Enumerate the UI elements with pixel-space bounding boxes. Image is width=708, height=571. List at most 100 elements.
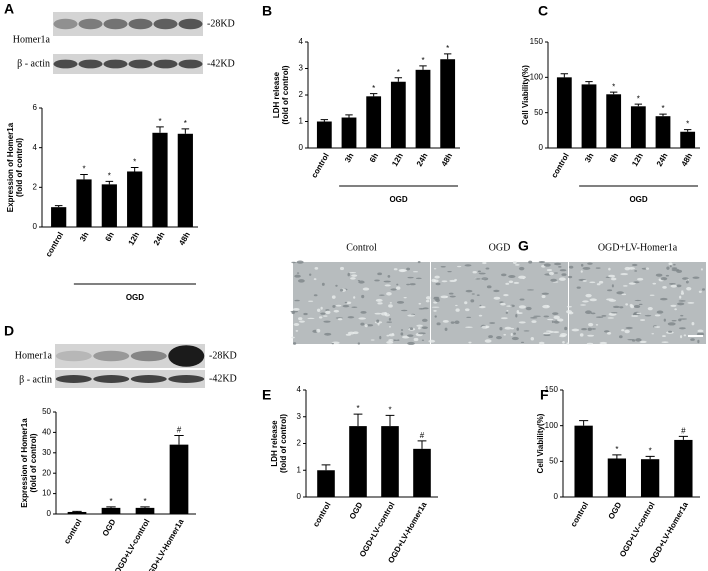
cell <box>386 341 394 344</box>
bar <box>127 171 143 227</box>
x-tick-label: 12h <box>630 151 645 168</box>
cell <box>637 277 644 281</box>
cell <box>407 276 414 279</box>
cell <box>347 331 355 335</box>
cell <box>297 279 305 283</box>
cell <box>292 308 300 311</box>
micrograph-panel <box>569 262 706 344</box>
cell <box>611 284 614 288</box>
x-tick-label: 6h <box>368 151 381 164</box>
cell <box>685 280 689 284</box>
blot-band <box>103 59 128 69</box>
cell <box>581 328 588 331</box>
cell <box>627 338 635 341</box>
cell <box>607 317 615 319</box>
cell <box>668 262 673 266</box>
cell <box>378 294 385 296</box>
cell <box>444 327 448 331</box>
cell <box>649 294 655 296</box>
cell <box>686 286 692 291</box>
cell <box>450 321 455 324</box>
cell <box>388 339 394 342</box>
cell <box>335 284 338 287</box>
x-tick-label: OGD+LV-control <box>618 501 657 559</box>
cell <box>478 314 483 317</box>
cell <box>478 272 486 275</box>
cell <box>342 304 350 308</box>
blot-band <box>168 375 205 383</box>
cell <box>510 327 514 330</box>
y-tick-label: 150 <box>545 385 559 394</box>
cell <box>377 272 383 276</box>
cell <box>465 326 473 329</box>
cell <box>331 342 334 345</box>
cell <box>358 317 366 320</box>
cell <box>552 331 560 334</box>
significance: # <box>420 431 425 440</box>
y-axis-label: (fold of control) <box>29 433 38 492</box>
cell <box>308 300 314 302</box>
cell <box>402 335 410 339</box>
cell <box>511 336 519 341</box>
cell <box>503 333 507 336</box>
cell <box>323 320 331 323</box>
cell <box>568 275 573 279</box>
cell <box>406 267 411 271</box>
cell <box>660 297 668 301</box>
cell <box>518 266 525 271</box>
cell <box>407 341 415 345</box>
error-bar <box>560 73 569 78</box>
x-tick-label: 6h <box>103 230 116 243</box>
cell <box>376 319 380 323</box>
error-bar <box>609 91 618 95</box>
cell <box>418 307 425 310</box>
cell <box>400 332 404 336</box>
y-tick-label: 100 <box>545 421 559 430</box>
cell <box>607 289 613 292</box>
size-label: -42KD <box>209 373 237 384</box>
cell <box>628 282 636 285</box>
cell <box>608 312 617 316</box>
bar <box>76 179 92 227</box>
cell <box>543 263 551 267</box>
cell <box>397 339 400 342</box>
cell <box>635 338 642 342</box>
bar <box>51 207 67 227</box>
blot-strip <box>55 370 205 388</box>
bar <box>349 426 367 497</box>
error-bar <box>54 205 63 208</box>
cell <box>481 325 488 329</box>
bar <box>556 77 572 148</box>
panel-letter: E <box>262 387 271 403</box>
significance: * <box>108 171 111 180</box>
cell <box>625 326 633 330</box>
cell <box>360 310 367 314</box>
cell <box>407 314 416 317</box>
x-tick-label: OGD+LV-Homer1a <box>648 500 691 565</box>
y-tick-label: 3 <box>297 412 302 421</box>
x-tick-label: 6h <box>608 151 621 164</box>
x-tick-label: control <box>62 518 83 546</box>
cell <box>625 303 629 306</box>
error-bar <box>130 167 139 172</box>
cell <box>553 320 560 324</box>
cell <box>445 296 449 298</box>
cell <box>652 282 657 285</box>
cell <box>362 287 370 291</box>
cell <box>520 341 525 344</box>
cell <box>518 321 526 324</box>
cell <box>662 335 666 338</box>
error-bar <box>683 129 692 132</box>
y-axis-label: Cell Viability(%) <box>521 65 530 125</box>
cell <box>519 298 525 301</box>
y-tick-label: 4 <box>297 385 302 394</box>
cell <box>548 271 554 276</box>
cell <box>335 304 342 307</box>
cell <box>379 335 382 340</box>
cell <box>383 280 391 283</box>
cell <box>291 261 296 264</box>
cell <box>654 314 661 317</box>
group-label: OGD <box>629 195 647 204</box>
blot-band <box>53 59 78 69</box>
